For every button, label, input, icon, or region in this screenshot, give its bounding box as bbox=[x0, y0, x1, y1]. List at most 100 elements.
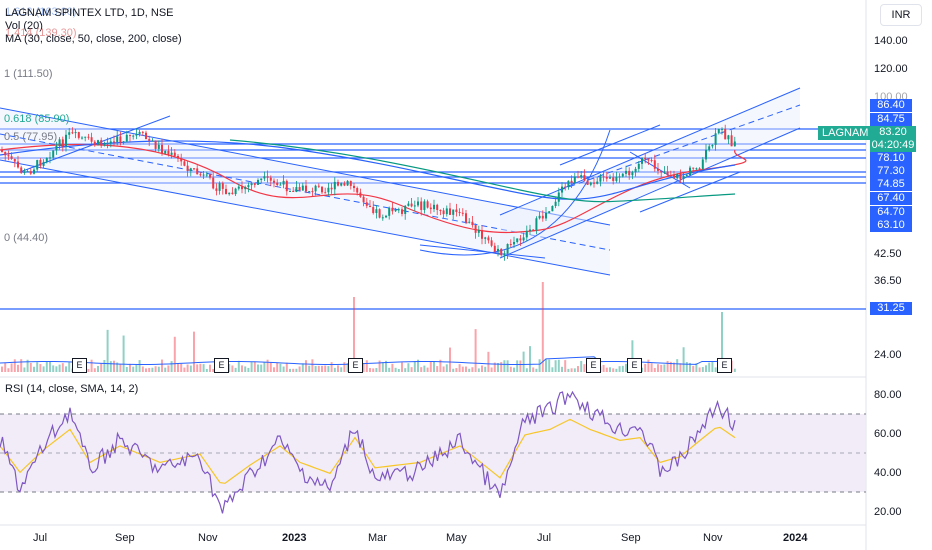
candle-body bbox=[68, 132, 71, 135]
candle-body bbox=[605, 176, 608, 179]
candle-body bbox=[269, 177, 272, 181]
volume-bar bbox=[285, 362, 288, 372]
volume-bar bbox=[618, 366, 621, 372]
candle-body bbox=[420, 201, 423, 210]
volume-bar bbox=[362, 363, 365, 372]
volume-bar bbox=[340, 367, 343, 372]
candle-body bbox=[154, 140, 157, 149]
currency-button[interactable]: INR bbox=[880, 4, 922, 26]
candle-body bbox=[132, 135, 135, 137]
candle-body bbox=[141, 131, 144, 133]
last-price-value: 83.20 bbox=[879, 126, 907, 138]
candle-body bbox=[634, 168, 637, 173]
earnings-flag[interactable]: E bbox=[214, 358, 229, 373]
earnings-flag[interactable]: E bbox=[717, 358, 732, 373]
candle-body bbox=[193, 168, 195, 170]
candle-body bbox=[295, 187, 298, 192]
candle-body bbox=[301, 185, 304, 191]
volume-bar bbox=[679, 363, 682, 372]
candle-body bbox=[449, 208, 451, 215]
candle-body bbox=[433, 204, 435, 210]
fib-level-0618: 0.618 (85.90) bbox=[4, 113, 70, 125]
volume-bar bbox=[545, 359, 547, 372]
volume-bar bbox=[657, 364, 659, 372]
candle-body bbox=[439, 209, 442, 211]
volume-bar bbox=[621, 365, 624, 372]
volume-bar bbox=[244, 366, 247, 372]
volume-indicator-title[interactable]: Vol (20) bbox=[5, 20, 43, 32]
candle-body bbox=[573, 176, 576, 184]
volume-bar bbox=[52, 365, 55, 372]
candle-body bbox=[189, 168, 192, 171]
earnings-flag[interactable]: E bbox=[627, 358, 642, 373]
volume-bar bbox=[196, 364, 199, 372]
rsi-indicator-title[interactable]: RSI (14, close, SMA, 14, 2) bbox=[5, 383, 139, 395]
candle-body bbox=[388, 207, 391, 216]
candle-body bbox=[260, 178, 263, 180]
volume-bar bbox=[660, 364, 663, 372]
volume-bar bbox=[337, 365, 339, 372]
level-badge: 86.40 bbox=[870, 99, 912, 112]
volume-bar bbox=[212, 368, 215, 372]
volume-bar bbox=[573, 368, 576, 372]
volume-bar bbox=[513, 367, 515, 372]
candle-body bbox=[557, 192, 560, 202]
candle-body bbox=[106, 143, 109, 145]
candle-body bbox=[714, 133, 717, 145]
candle-body bbox=[465, 213, 467, 223]
candle-body bbox=[644, 157, 647, 160]
ma-indicator-title[interactable]: MA (30, close, 50, close, 200, close) bbox=[5, 33, 182, 45]
candle-body bbox=[359, 192, 362, 197]
volume-bar bbox=[49, 361, 51, 372]
candle-body bbox=[138, 131, 141, 134]
volume-bar bbox=[154, 366, 157, 372]
volume-bar bbox=[615, 368, 618, 372]
volume-bar bbox=[295, 368, 298, 372]
earnings-flag[interactable]: E bbox=[72, 358, 87, 373]
candle-body bbox=[689, 167, 691, 176]
candle-body bbox=[77, 132, 80, 138]
candle-body bbox=[241, 186, 243, 190]
volume-bar bbox=[65, 366, 67, 372]
volume-bar bbox=[202, 364, 205, 372]
earnings-flag[interactable]: E bbox=[586, 358, 601, 373]
volume-bar bbox=[519, 360, 522, 372]
candle-body bbox=[589, 182, 592, 185]
candle-body bbox=[369, 205, 371, 208]
candle-body bbox=[317, 185, 320, 187]
level-badge: 77.30 bbox=[870, 165, 912, 178]
candle-body bbox=[506, 244, 509, 254]
volume-bar bbox=[605, 367, 608, 372]
volume-bar bbox=[282, 366, 285, 372]
volume-bar bbox=[381, 362, 384, 372]
price-tick: 42.50 bbox=[874, 248, 902, 260]
volume-bar bbox=[167, 365, 170, 372]
candle-body bbox=[487, 237, 490, 241]
volume-bar bbox=[663, 364, 666, 372]
volume-bar bbox=[548, 359, 551, 372]
candle-body bbox=[97, 140, 99, 145]
volume-bar bbox=[541, 282, 544, 372]
volume-bar bbox=[525, 368, 528, 372]
volume-bar bbox=[289, 368, 291, 372]
symbol-title[interactable]: LAGNAM SPINTEX LTD, 1D, NSE bbox=[5, 7, 174, 19]
volume-bar bbox=[509, 366, 512, 372]
earnings-flag[interactable]: E bbox=[348, 358, 363, 373]
volume-bar bbox=[250, 362, 253, 372]
candle-body bbox=[621, 173, 624, 177]
price-candles bbox=[1, 124, 736, 261]
volume-bar bbox=[308, 365, 311, 372]
candle-body bbox=[583, 175, 586, 181]
candle-body bbox=[525, 231, 528, 238]
candle-body bbox=[500, 248, 503, 256]
candle-body bbox=[10, 156, 13, 159]
volume-bar bbox=[401, 362, 403, 372]
volume-bar bbox=[87, 368, 90, 372]
candle-body bbox=[503, 253, 506, 256]
candle-body bbox=[87, 136, 90, 138]
candle-body bbox=[234, 188, 237, 195]
volume-bar bbox=[253, 361, 256, 372]
candle-body bbox=[33, 169, 35, 174]
candle-body bbox=[413, 205, 416, 207]
